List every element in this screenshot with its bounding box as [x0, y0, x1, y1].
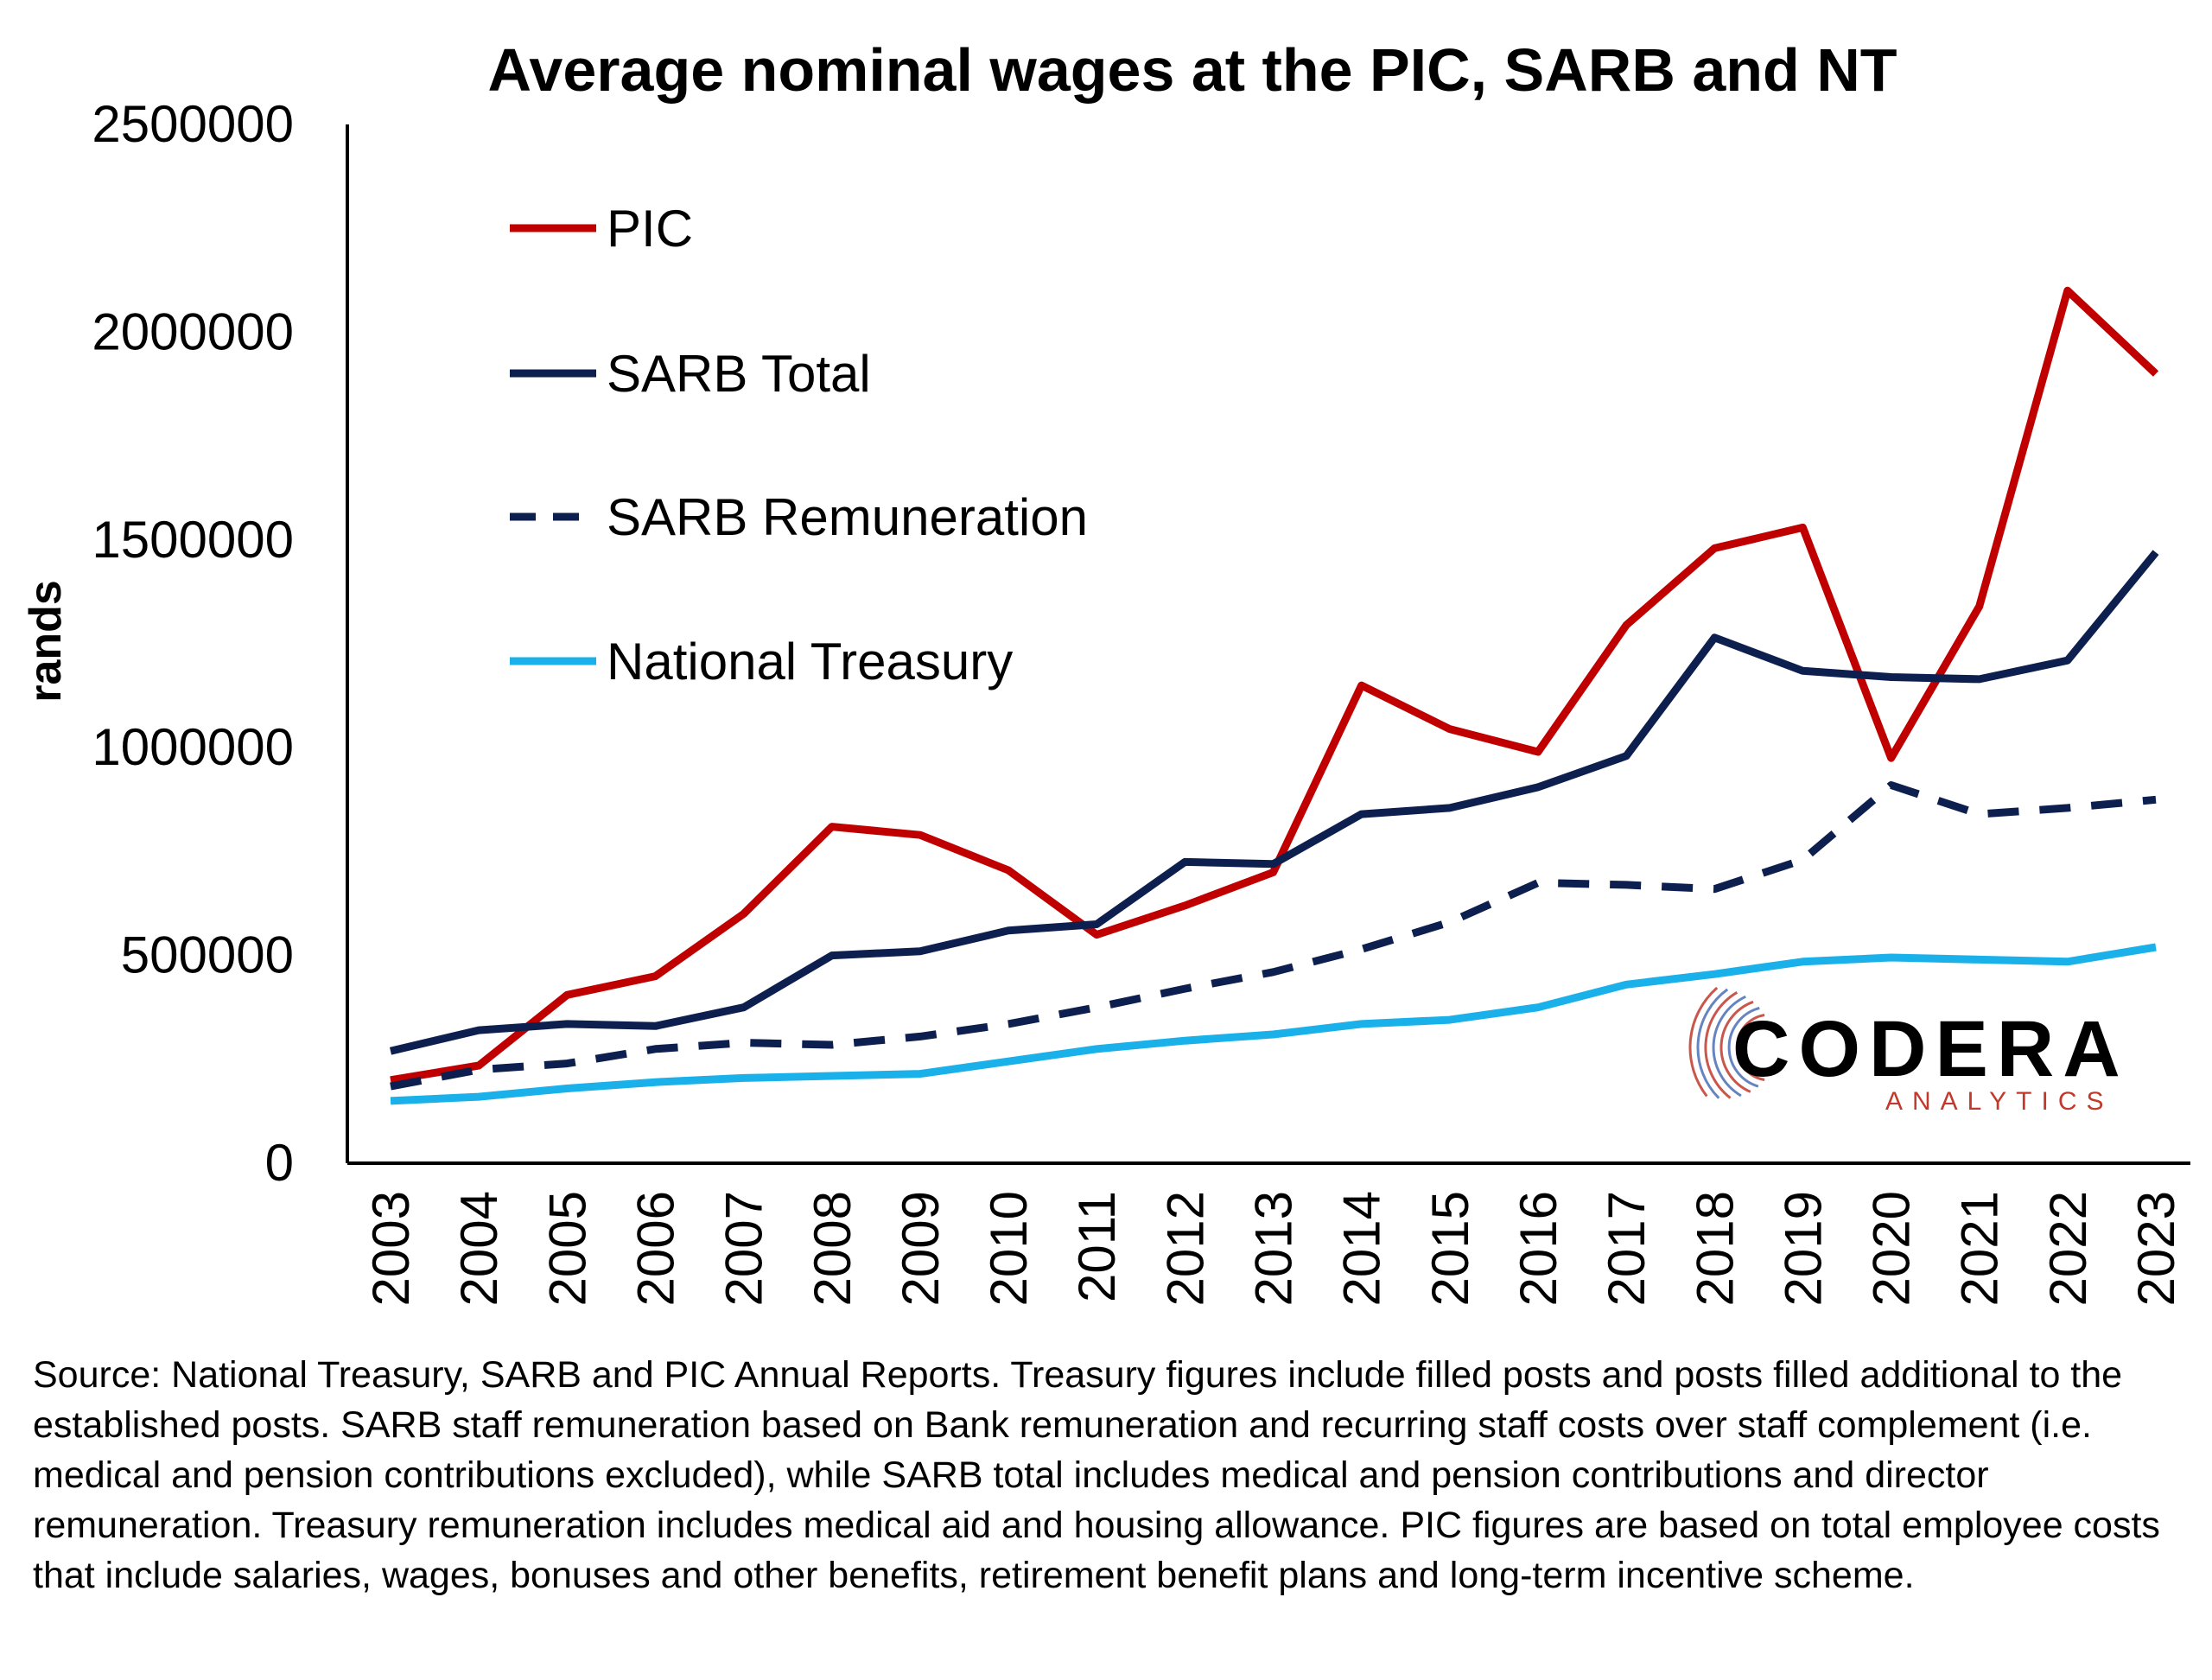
series-line-national-treasury	[390, 943, 2157, 1105]
y-tick-label: 500000	[121, 926, 294, 984]
legend: PIC SARB Total SARB Remuneration National T…	[510, 200, 1088, 690]
codera-logo: CODERA ANALYTICS	[1688, 986, 2129, 1116]
line-chart: Average nominal wages at the PIC, SARB a…	[21, 36, 2190, 1306]
series-line-pic	[390, 286, 2159, 1085]
codera-logo-mark-icon	[1688, 986, 1765, 1099]
y-tick-label: 1500000	[92, 511, 294, 569]
legend-entry: National Treasury	[607, 633, 1013, 690]
x-tick-label: 2006	[626, 1191, 684, 1306]
x-tick-label: 2017	[1598, 1191, 1656, 1306]
logo-mark-arc	[1719, 1000, 1754, 1093]
x-tick-label: 2005	[538, 1191, 596, 1306]
x-tick-label: 2023	[2127, 1191, 2185, 1306]
chart-title: Average nominal wages at the PIC, SARB a…	[487, 36, 1897, 104]
x-axis: 2003 2004 2005 2006 2007 2008 2009 2010 2011 2012…	[347, 1161, 2190, 1306]
x-tick-label: 2004	[450, 1191, 508, 1306]
x-tick-label: 2010	[980, 1191, 1038, 1306]
logo-name: CODERA	[1732, 1005, 2129, 1093]
logo-tagline: ANALYTICS	[1885, 1087, 2113, 1116]
y-axis: 0 500000 1000000 1500000 2000000 2500000	[92, 95, 349, 1192]
logo-mark-arc	[1727, 1007, 1760, 1088]
source-note: Source: National Treasury, SARB and PIC …	[33, 1354, 2160, 1596]
legend-entry: SARB Total	[607, 345, 871, 403]
logo-mark-arc	[1712, 995, 1746, 1098]
x-tick-label: 2007	[715, 1191, 773, 1306]
y-tick-label: 2500000	[92, 95, 294, 153]
x-tick-label: 2022	[2039, 1191, 2097, 1306]
x-tick-label: 2008	[804, 1191, 861, 1306]
logo-mark-arc	[1696, 988, 1729, 1099]
logo-mark-arc	[1735, 1014, 1765, 1081]
series-line-sarb-remuneration	[390, 781, 2157, 1091]
x-tick-label: 2015	[1421, 1191, 1479, 1306]
x-tick-label: 2013	[1245, 1191, 1303, 1306]
x-tick-label: 2021	[1951, 1191, 2009, 1306]
legend-entry: SARB Remuneration	[607, 488, 1088, 546]
x-tick-label: 2016	[1510, 1191, 1567, 1306]
series-line-sarb-total	[389, 550, 2159, 1055]
y-tick-label: 2000000	[92, 302, 294, 360]
x-tick-label: 2011	[1068, 1191, 1126, 1302]
logo-mark-arc	[1704, 991, 1738, 1099]
series-layer	[389, 286, 2159, 1105]
x-tick-label: 2014	[1333, 1191, 1391, 1306]
x-tick-label: 2019	[1774, 1191, 1832, 1306]
y-tick-label: 1000000	[92, 718, 294, 776]
x-tick-label: 2018	[1686, 1191, 1744, 1306]
x-tick-label: 2020	[1863, 1191, 1921, 1306]
legend-entry: PIC	[607, 200, 693, 258]
x-tick-label: 2003	[362, 1191, 420, 1306]
logo-mark-arc	[1688, 986, 1719, 1098]
x-tick-label: 2012	[1156, 1191, 1214, 1306]
x-tick-label: 2009	[892, 1191, 950, 1306]
y-tick-label: 0	[265, 1134, 294, 1192]
y-axis-label: rands	[21, 580, 71, 703]
